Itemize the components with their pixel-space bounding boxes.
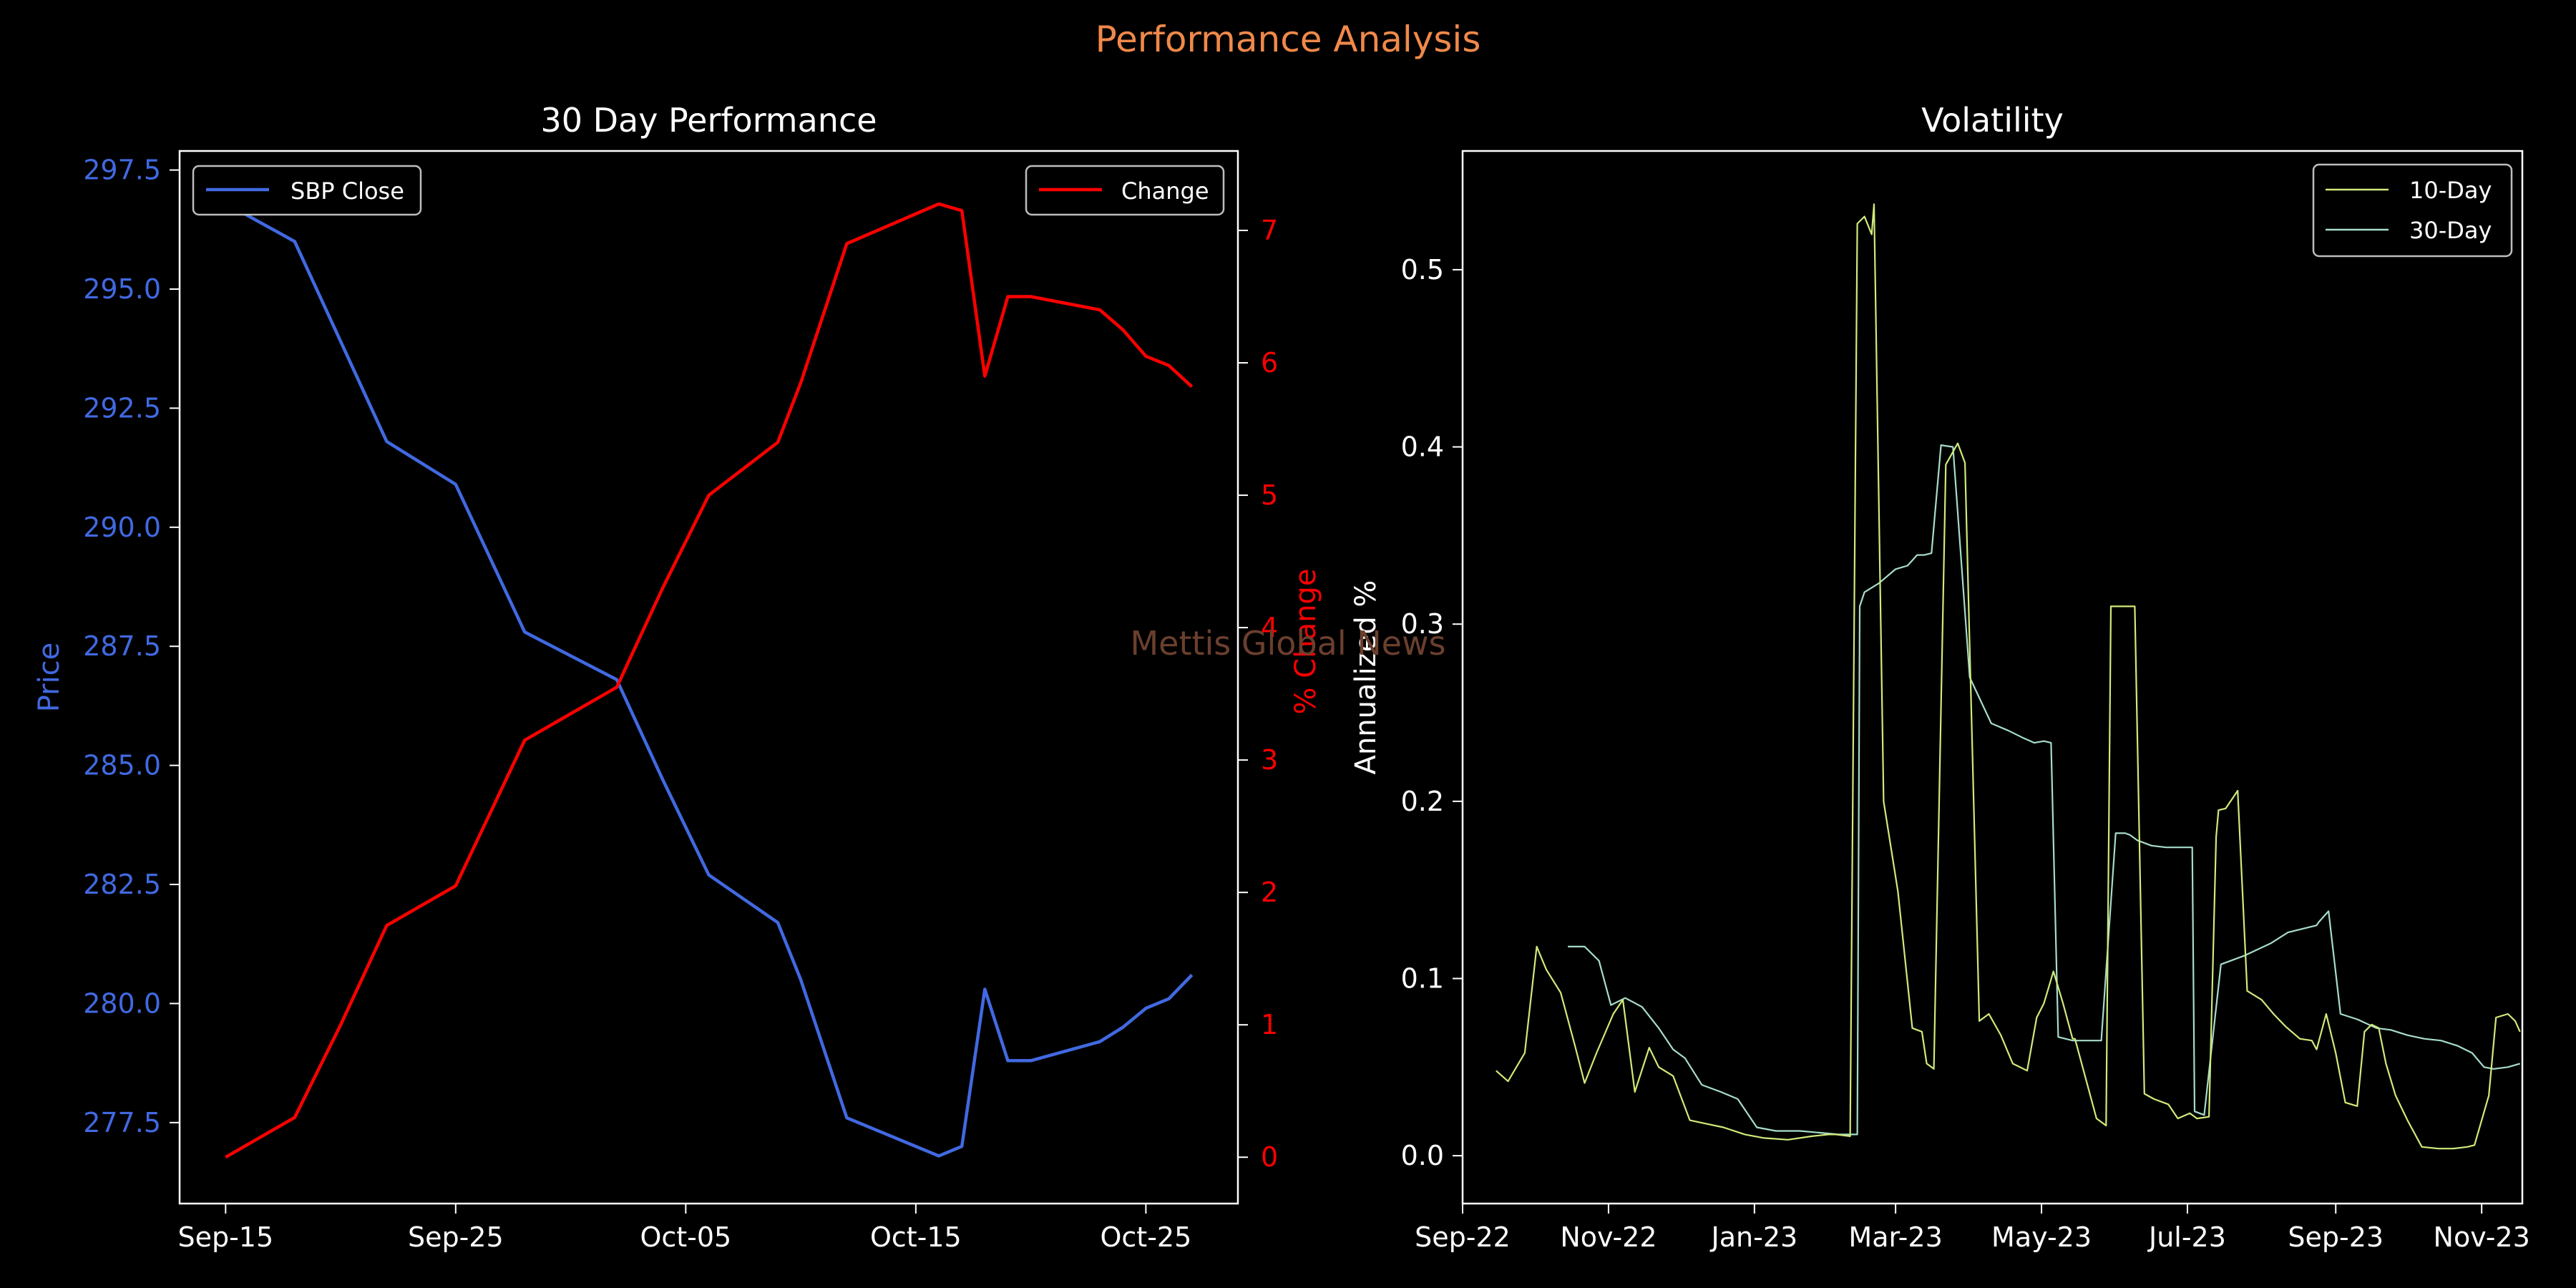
perf-x-tick-label: Oct-05 (640, 1221, 731, 1253)
vol-x-tick-label: Nov-23 (2434, 1221, 2530, 1253)
performance-chart-title: 30 Day Performance (540, 101, 877, 140)
price-y-tick-label: 287.5 (83, 630, 161, 662)
performance-chart: Sep-15 Sep-25 Oct-05 Oct-15 Oct-25 277.5 280.0… (33, 101, 1322, 1253)
perf-x-tick-label: Oct-25 (1101, 1221, 1192, 1253)
legend-label-change: Change (1121, 177, 1209, 205)
perf-x-tick-label: Sep-25 (408, 1221, 504, 1253)
legend-label-10-day: 10-Day (2409, 177, 2492, 204)
series-line-10-day (1496, 203, 2521, 1150)
vol-x-tick-label: Nov-22 (1560, 1221, 1657, 1253)
vol-x-tick-label: Sep-22 (1415, 1221, 1511, 1253)
volatility-plot-frame (1461, 150, 2524, 1205)
price-y-tick-label: 290.0 (83, 512, 161, 543)
vol-x-tick-label: Mar-23 (1848, 1221, 1942, 1253)
vol-y-tick-label: 0.4 (1401, 431, 1444, 463)
vol-y-tick-label: 0.2 (1401, 786, 1444, 817)
price-y-tick-label: 282.5 (83, 869, 161, 900)
change-y-tick-label: 7 (1261, 215, 1278, 246)
vol-y-tick-label: 0.1 (1401, 962, 1444, 994)
legend-change: Change (1025, 165, 1225, 216)
perf-x-tick-label: Sep-15 (177, 1221, 273, 1253)
vol-x-tick-label: May-23 (1991, 1221, 2092, 1253)
price-y-tick-label: 280.0 (83, 987, 161, 1019)
vol-x-tick-label: Sep-23 (2288, 1221, 2384, 1253)
vol-y-tick-label: 0.0 (1401, 1140, 1444, 1171)
legend-box (1025, 165, 1225, 216)
price-y-tick-label: 277.5 (83, 1107, 161, 1138)
performance-plot-frame (178, 150, 1239, 1205)
legend-volatility: 10-Day 30-Day (2312, 163, 2513, 258)
price-y-tick-label: 285.0 (83, 750, 161, 781)
legend-label-30-day: 30-Day (2409, 217, 2492, 244)
series-line-30-day (1568, 444, 2521, 1136)
change-y-tick-label: 5 (1261, 479, 1278, 511)
change-y-tick-label: 1 (1261, 1009, 1278, 1040)
volatility-axis-label: Annualized % (1350, 580, 1382, 775)
price-y-tick-label: 292.5 (83, 392, 161, 424)
vol-y-tick-label: 0.5 (1401, 254, 1444, 286)
price-y-tick-label: 295.0 (83, 273, 161, 305)
series-line-sbp-close (225, 202, 1194, 1158)
vol-x-tick-label: Jan-23 (1710, 1221, 1798, 1253)
change-y-tick-label: 3 (1261, 744, 1278, 776)
change-y-tick-label: 6 (1261, 347, 1278, 379)
change-y-tick-label: 0 (1261, 1141, 1278, 1173)
change-y-tick-label: 2 (1261, 877, 1278, 908)
legend-label-sbp-close: SBP Close (291, 177, 404, 205)
volatility-chart: Sep-22 Nov-22 Jan-23 Mar-23 May-23 Jul-23 Sep-… (1350, 101, 2530, 1253)
vol-y-tick-label: 0.3 (1401, 608, 1444, 640)
price-axis-label: Price (33, 643, 66, 713)
change-axis-label: % Change (1289, 569, 1322, 715)
perf-x-tick-label: Oct-15 (870, 1221, 962, 1253)
volatility-chart-title: Volatility (1921, 101, 2064, 140)
watermark-text: Mettis Global News (1130, 624, 1446, 663)
price-y-tick-label: 297.5 (83, 155, 161, 186)
legend-box (192, 165, 422, 216)
vol-x-tick-label: Jul-23 (2147, 1221, 2226, 1253)
series-line-change (225, 202, 1194, 1159)
legend-sbp-close: SBP Close (192, 165, 422, 216)
figure-title: Performance Analysis (1095, 19, 1481, 60)
legend-box (2312, 163, 2513, 258)
change-y-tick-label: 4 (1261, 612, 1278, 643)
